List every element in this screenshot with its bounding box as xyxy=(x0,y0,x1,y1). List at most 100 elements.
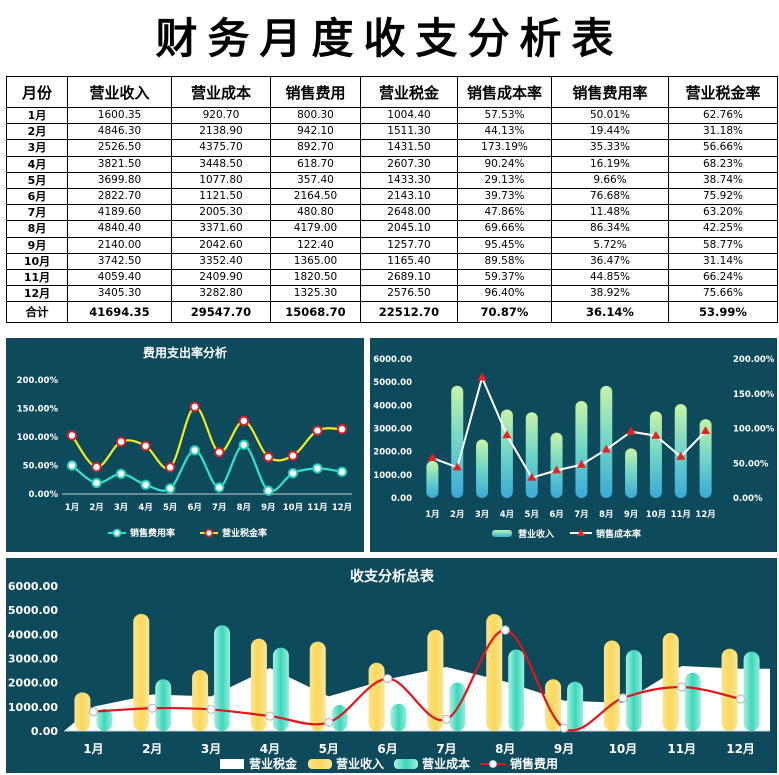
data-point xyxy=(452,462,462,471)
table-cell: 1365.00 xyxy=(270,252,361,270)
table-cell: 11.48% xyxy=(551,204,669,222)
bar xyxy=(133,613,150,731)
y-tick-label: 4000.00 xyxy=(8,628,58,641)
table-cell: 3371.60 xyxy=(171,220,271,238)
legend-label: 营业税金 xyxy=(249,756,298,771)
column-header: 销售费用 xyxy=(270,76,361,108)
data-point xyxy=(552,465,562,474)
table-cell: 1431.50 xyxy=(360,139,458,157)
legend-swatch xyxy=(492,530,512,537)
data-point xyxy=(263,451,274,463)
data-point xyxy=(336,466,348,478)
table-cell: 4179.00 xyxy=(270,220,361,238)
expense-rate-chart: 费用支出率分析 0.00% 50.00% 100.00% 150.00% 200.00% 1… xyxy=(17,345,353,539)
data-point xyxy=(735,694,746,704)
table-cell: 3742.50 xyxy=(67,252,172,270)
table-header-row: 月份 营业收入 营业成本 销售费用 营业税金 销售成本率 销售费用率 营业税金率 xyxy=(6,76,778,108)
finance-table: 月份 营业收入 营业成本 销售费用 营业税金 销售成本率 销售费用率 营业税金率 1月 1600… xyxy=(6,76,778,324)
bar xyxy=(155,679,172,731)
table-cell: 31.14% xyxy=(668,252,778,270)
legend-swatch xyxy=(308,759,332,769)
table-cell: 95.45% xyxy=(457,236,552,254)
x-tick-label: 2月 xyxy=(89,503,103,513)
y-tick-label: 3000.00 xyxy=(373,425,412,435)
table-cell: 56.66% xyxy=(668,139,778,157)
table-cell: 1600.35 xyxy=(67,106,172,125)
x-tick-label: 6月 xyxy=(188,503,202,513)
table-cell: 2045.10 xyxy=(360,220,458,238)
table-row: 2月 4846.30 2138.90 942.10 1511.30 44.13% 19.44… xyxy=(6,123,778,141)
column-header: 月份 xyxy=(6,76,68,108)
column-header: 销售成本率 xyxy=(457,76,552,108)
data-point xyxy=(189,445,200,456)
data-point xyxy=(88,707,99,717)
x-tick-label: 7月 xyxy=(212,503,226,513)
series-line xyxy=(432,374,707,479)
table-cell: 11月 xyxy=(6,268,68,287)
bar xyxy=(649,411,662,498)
table-cell: 1820.50 xyxy=(270,268,361,287)
legend-marker xyxy=(489,760,497,768)
table-total-cell: 29547.70 xyxy=(171,301,271,324)
table-cell: 3405.30 xyxy=(67,285,172,303)
x-tick-label: 9月 xyxy=(554,742,574,756)
table-cell: 4月 xyxy=(6,155,68,173)
y-tick-label: 2000.00 xyxy=(373,448,412,458)
table-cell: 4375.70 xyxy=(171,139,271,157)
table-cell: 68.23% xyxy=(668,155,778,173)
data-point xyxy=(140,440,151,452)
bar xyxy=(525,412,538,498)
table-cell: 58.77% xyxy=(668,236,778,254)
table-cell: 75.66% xyxy=(668,285,778,303)
y-tick-label: 0.00% xyxy=(29,490,59,500)
x-tick-label: 4月 xyxy=(500,510,514,520)
data-point xyxy=(502,430,512,439)
table-cell: 29.13% xyxy=(457,171,552,189)
table-cell: 3月 xyxy=(6,139,68,157)
bar xyxy=(500,409,513,498)
x-tick-label: 12月 xyxy=(695,510,715,520)
table-cell: 44.13% xyxy=(457,123,552,141)
table-row: 1月 1600.35 920.70 800.30 1004.40 57.53% 50.01%… xyxy=(6,106,778,125)
table-cell: 3699.80 xyxy=(67,171,172,189)
x-tick-label: 4月 xyxy=(138,503,152,513)
data-point xyxy=(427,453,437,462)
x-tick-label: 8月 xyxy=(237,503,251,513)
table-cell: 2822.70 xyxy=(67,187,172,206)
data-point xyxy=(576,459,586,468)
table-cell: 2164.50 xyxy=(270,187,361,206)
x-tick-label: 1月 xyxy=(83,742,103,756)
table-cell: 10月 xyxy=(6,252,68,270)
x-tick-label: 1月 xyxy=(65,503,79,513)
revenue-cost-rate-chart-panel: 0.00 1000.00 2000.00 3000.00 4000.00 5000.00 6… xyxy=(370,338,777,552)
table-cell: 2005.30 xyxy=(171,204,271,222)
table-cell: 44.85% xyxy=(551,268,669,287)
bar xyxy=(74,692,91,731)
table-cell: 96.40% xyxy=(457,285,552,303)
table-cell: 920.70 xyxy=(171,106,271,125)
table-cell: 5.72% xyxy=(551,236,669,254)
table-cell: 16.19% xyxy=(551,155,669,173)
y2-tick-label: 150.00% xyxy=(733,390,775,400)
x-tick-label: 4月 xyxy=(260,742,280,756)
x-tick-label: 11月 xyxy=(671,510,691,520)
data-point xyxy=(324,717,334,727)
legend-swatch xyxy=(394,759,418,769)
table-cell: 1325.30 xyxy=(270,285,361,303)
column-header: 销售费用率 xyxy=(551,76,669,108)
table-cell: 75.92% xyxy=(668,187,778,206)
data-point xyxy=(527,472,537,481)
table-cell: 892.70 xyxy=(270,139,361,157)
bar xyxy=(575,400,588,498)
table-total-cell: 53.99% xyxy=(668,301,778,324)
table-cell: 122.40 xyxy=(270,236,361,254)
x-tick-label: 7月 xyxy=(436,742,456,756)
table-total-cell: 36.14% xyxy=(551,301,669,324)
table-cell: 3821.50 xyxy=(67,155,172,173)
table-cell: 800.30 xyxy=(270,106,361,125)
summary-chart: 收支分析总表 0.00 1000.00 2000.00 3000.00 4000.00 50… xyxy=(8,568,770,771)
legend-label: 销售费用 xyxy=(510,756,558,771)
column-header: 营业税金率 xyxy=(668,76,778,108)
table-row: 7月 4189.60 2005.30 480.80 2648.00 47.86% 11.48… xyxy=(6,204,778,222)
y2-tick-label: 50.00% xyxy=(733,459,769,469)
